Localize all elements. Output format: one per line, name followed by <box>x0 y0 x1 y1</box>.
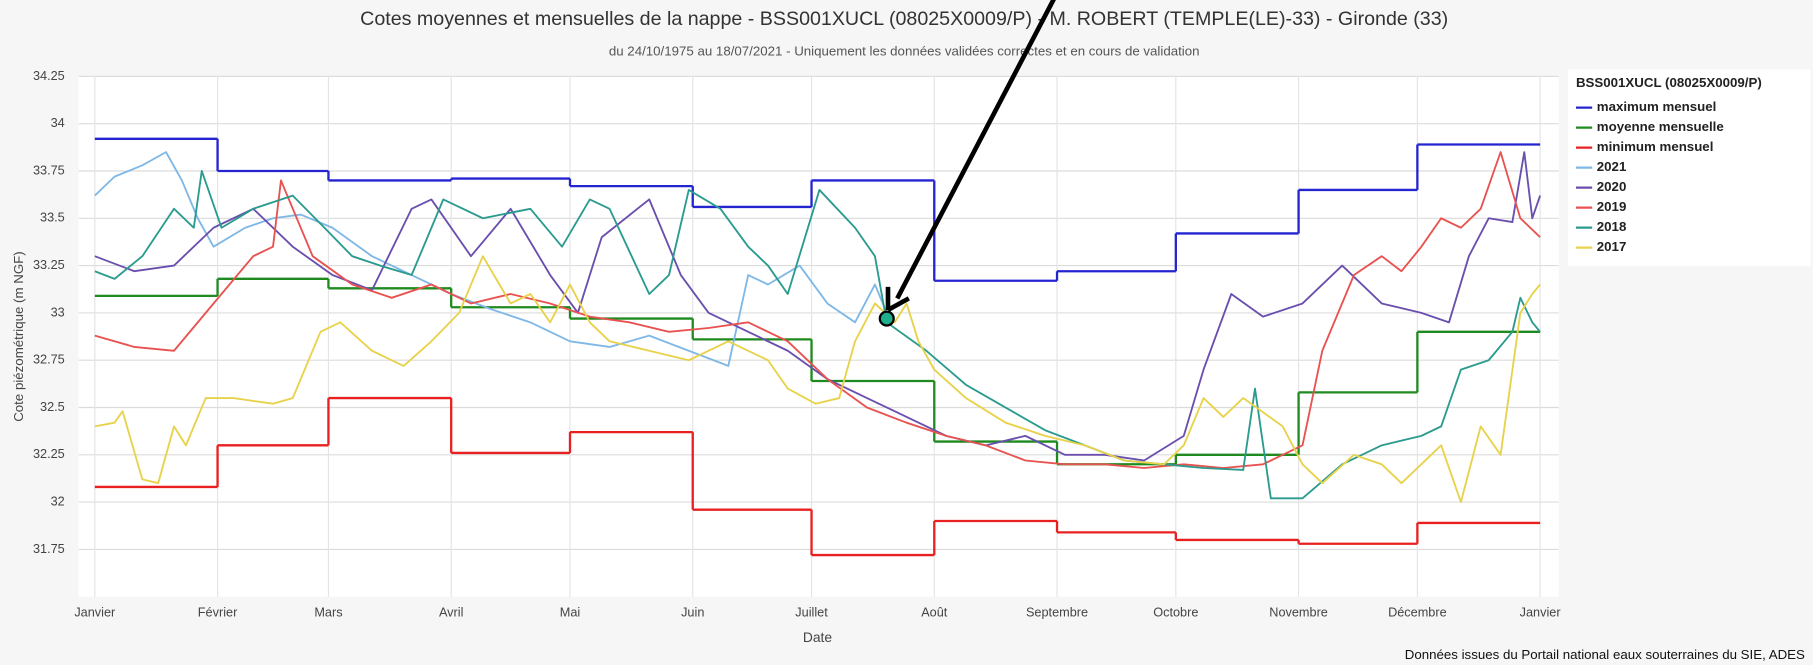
y-tick-label: 32 <box>51 493 65 508</box>
highlight-point <box>878 310 895 327</box>
y-tick-label: 34 <box>51 115 65 130</box>
legend-label: 2021 <box>1597 159 1627 174</box>
legend-label: minimum mensuel <box>1597 139 1714 154</box>
legend-label: 2018 <box>1597 219 1627 234</box>
x-tick-label: Novembre <box>1269 604 1328 619</box>
legend-box <box>1567 69 1811 267</box>
x-tick-label: Avril <box>439 604 463 619</box>
y-axis-label: Cote piézométrique (m NGF) <box>11 251 26 422</box>
series-line <box>94 151 1541 469</box>
grid: 31.75 32 32.25 32.5 32.75 33 33.25 33.5 33.75 34 3… <box>33 68 1561 620</box>
chart-title: Cotes moyennes et mensuelles de la nappe… <box>360 8 1448 30</box>
marks <box>94 137 1541 557</box>
legend-label: 2020 <box>1597 179 1627 194</box>
series-line <box>94 255 1541 504</box>
legend-title: BSS001XUCL (08025X0009/P) <box>1576 75 1762 90</box>
legend-label: maximum mensuel <box>1597 99 1717 114</box>
legend-label: moyenne mensuelle <box>1597 119 1724 134</box>
plot-area <box>78 76 1559 597</box>
y-tick-label: 33.5 <box>40 210 65 225</box>
x-tick-label: Octobre <box>1153 604 1198 619</box>
series-line <box>94 170 1541 500</box>
y-tick-label: 33.25 <box>33 257 65 272</box>
annotation-arrow <box>895 0 1056 300</box>
y-tick-label: 32.25 <box>33 446 65 461</box>
source-note: Données issues du Portail national eaux … <box>1405 647 1805 662</box>
y-tick-label: 34.25 <box>33 68 65 83</box>
x-tick-label: Mai <box>560 604 580 619</box>
series-line <box>94 151 1541 462</box>
x-tick-label: Février <box>198 604 238 619</box>
x-axis-label: Date <box>803 629 833 645</box>
x-tick-label: Janvier <box>1520 604 1562 619</box>
legend: maximum mensuel moyenne mensuelle minimum … <box>1575 99 1724 254</box>
y-tick-label: 33 <box>51 304 65 319</box>
x-tick-label: Août <box>921 604 948 619</box>
x-tick-label: Décembre <box>1388 604 1447 619</box>
x-tick-label: Janvier <box>74 604 116 619</box>
y-tick-label: 31.75 <box>33 541 65 556</box>
annotation-arrowhead <box>885 286 910 312</box>
y-tick-label: 33.75 <box>33 162 65 177</box>
chart-subtitle: du 24/10/1975 au 18/07/2021 - Uniquement… <box>609 44 1200 59</box>
legend-label: 2017 <box>1597 239 1627 254</box>
y-tick-label: 32.75 <box>33 352 65 367</box>
overlay <box>878 310 895 327</box>
x-tick-label: Juillet <box>795 604 828 619</box>
legend-label: 2019 <box>1597 199 1627 214</box>
y-tick-label: 32.5 <box>40 399 65 414</box>
x-tick-label: Septembre <box>1026 604 1088 619</box>
x-tick-label: Juin <box>681 604 704 619</box>
series-line <box>94 151 888 367</box>
x-tick-label: Mars <box>314 604 342 619</box>
